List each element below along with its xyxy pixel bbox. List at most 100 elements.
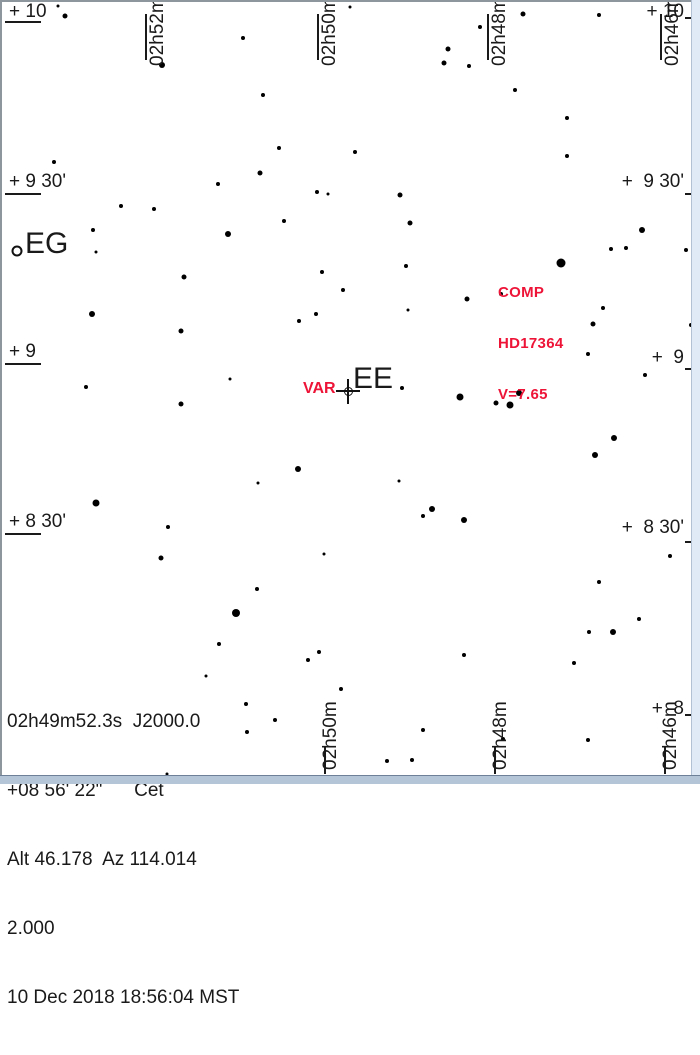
star[interactable] (565, 116, 569, 120)
star[interactable] (178, 328, 184, 334)
star[interactable] (421, 728, 425, 732)
star[interactable] (56, 4, 60, 8)
star[interactable] (445, 46, 451, 52)
star[interactable] (478, 25, 482, 29)
star[interactable] (62, 13, 68, 19)
star[interactable] (159, 62, 165, 68)
star[interactable] (277, 146, 281, 150)
star[interactable] (315, 190, 319, 194)
star[interactable] (158, 555, 164, 561)
star[interactable] (244, 702, 248, 706)
star[interactable] (400, 386, 404, 390)
star[interactable] (297, 319, 301, 323)
star[interactable] (256, 481, 260, 485)
star[interactable] (52, 160, 56, 164)
star[interactable] (601, 306, 605, 310)
star[interactable] (306, 658, 310, 662)
star[interactable] (228, 377, 232, 381)
star[interactable] (592, 452, 598, 458)
star[interactable] (587, 630, 591, 634)
star[interactable] (282, 219, 286, 223)
star[interactable] (166, 525, 170, 529)
star[interactable] (91, 228, 95, 232)
star[interactable] (467, 64, 471, 68)
star[interactable] (462, 653, 466, 657)
star[interactable] (520, 11, 526, 17)
star[interactable] (94, 250, 98, 254)
star[interactable] (461, 517, 467, 523)
star[interactable] (501, 737, 505, 741)
star[interactable] (341, 288, 345, 292)
star[interactable] (429, 506, 435, 512)
var-target-marker[interactable] (336, 379, 360, 404)
star[interactable] (410, 758, 414, 762)
star[interactable] (565, 154, 569, 158)
star[interactable] (273, 718, 277, 722)
star[interactable] (295, 466, 301, 472)
star[interactable] (232, 609, 240, 617)
ra-tick (317, 14, 319, 60)
star[interactable] (586, 738, 590, 742)
star[interactable] (397, 479, 401, 483)
star[interactable] (637, 617, 641, 621)
star[interactable] (241, 36, 245, 40)
star[interactable] (609, 247, 613, 251)
star[interactable] (456, 393, 464, 401)
star[interactable] (624, 246, 628, 250)
star[interactable] (407, 220, 413, 226)
star[interactable] (326, 192, 330, 196)
eg-star-circle[interactable] (11, 245, 23, 257)
star[interactable] (255, 587, 259, 591)
star[interactable] (668, 554, 672, 558)
star[interactable] (572, 661, 576, 665)
star[interactable] (499, 292, 503, 296)
star[interactable] (643, 373, 647, 377)
star[interactable] (339, 687, 343, 691)
star[interactable] (516, 390, 522, 396)
star[interactable] (181, 274, 187, 280)
star[interactable] (119, 204, 123, 208)
ra-tick (487, 14, 489, 60)
star[interactable] (216, 182, 220, 186)
star[interactable] (165, 772, 169, 776)
star[interactable] (322, 552, 326, 556)
star[interactable] (314, 312, 318, 316)
star[interactable] (348, 5, 352, 9)
star[interactable] (92, 499, 100, 507)
star[interactable] (353, 150, 357, 154)
star[interactable] (513, 88, 517, 92)
star[interactable] (611, 435, 617, 441)
star[interactable] (421, 514, 425, 518)
star[interactable] (406, 308, 410, 312)
star[interactable] (257, 170, 263, 176)
star[interactable] (320, 270, 324, 274)
star[interactable] (586, 352, 590, 356)
star[interactable] (493, 400, 499, 406)
star[interactable] (597, 580, 601, 584)
star[interactable] (317, 650, 321, 654)
star[interactable] (397, 192, 403, 198)
star[interactable] (684, 248, 688, 252)
star[interactable] (556, 258, 566, 268)
readout-field-size: 2.000 (7, 918, 55, 939)
star[interactable] (639, 227, 645, 233)
star[interactable] (261, 93, 265, 97)
star[interactable] (152, 207, 156, 211)
star[interactable] (590, 321, 596, 327)
star[interactable] (385, 759, 389, 763)
star[interactable] (204, 674, 208, 678)
star[interactable] (84, 385, 88, 389)
star[interactable] (225, 231, 231, 237)
star[interactable] (178, 401, 184, 407)
star[interactable] (506, 401, 514, 409)
ra-tick (324, 746, 326, 774)
star[interactable] (404, 264, 408, 268)
dec-tick (5, 21, 41, 23)
star[interactable] (464, 296, 470, 302)
star[interactable] (217, 642, 221, 646)
star[interactable] (89, 311, 95, 317)
star[interactable] (441, 60, 447, 66)
star[interactable] (597, 13, 601, 17)
star[interactable] (245, 730, 249, 734)
star[interactable] (610, 629, 616, 635)
